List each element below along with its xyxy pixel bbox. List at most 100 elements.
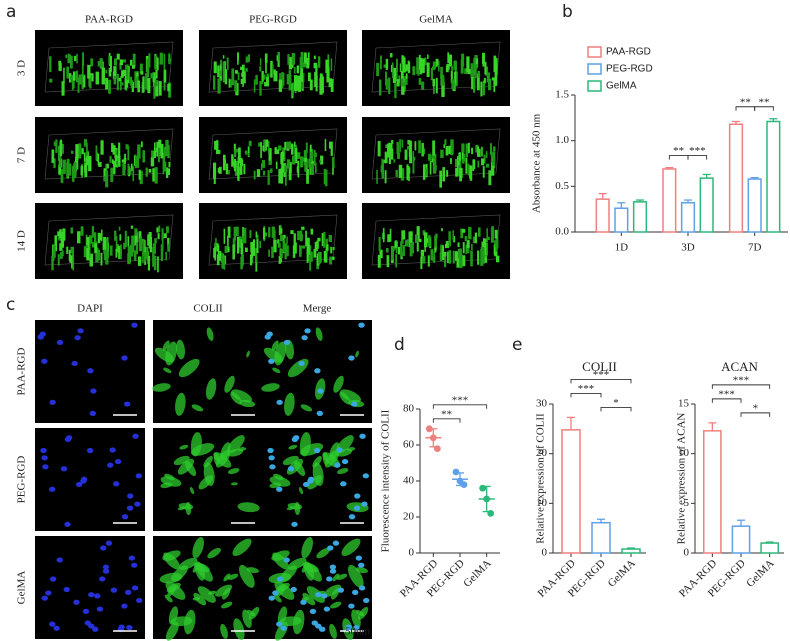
panel-label: d xyxy=(394,335,405,355)
nucleus xyxy=(332,540,340,546)
cell-speck xyxy=(57,145,62,159)
cell-speck xyxy=(167,243,170,252)
collagen-stain xyxy=(191,404,204,412)
significance-label: *** xyxy=(593,369,610,381)
cell-speck xyxy=(391,140,394,144)
x-tick-label: GelMA xyxy=(744,557,776,589)
cell-speck xyxy=(392,62,394,79)
cell-speck xyxy=(319,78,323,95)
cell-speck xyxy=(317,56,321,68)
cell-speck xyxy=(127,245,131,256)
collagen-stain xyxy=(166,582,181,593)
bar xyxy=(680,202,696,233)
cell-speck xyxy=(145,167,148,177)
nucleus xyxy=(359,433,366,439)
cell-speck xyxy=(227,227,231,232)
cell-speck xyxy=(109,155,112,163)
collagen-stain xyxy=(271,340,279,351)
cell-speck xyxy=(482,166,485,178)
cell-speck xyxy=(473,239,476,244)
cell-speck xyxy=(307,52,310,66)
cell-speck xyxy=(443,144,446,149)
cell-speck xyxy=(305,142,308,154)
cell-speck xyxy=(222,70,227,83)
cell-speck xyxy=(429,161,432,175)
cell-speck xyxy=(243,163,246,175)
nucleus xyxy=(100,545,107,551)
cell-speck xyxy=(105,163,107,174)
collagen-stain xyxy=(272,367,281,373)
cell-speck xyxy=(157,256,159,273)
cell-speck xyxy=(286,245,289,257)
collagen-stain xyxy=(302,592,316,606)
nucleus xyxy=(75,481,83,488)
cell-speck xyxy=(467,163,470,176)
cell-speck xyxy=(306,169,309,184)
cell-speck xyxy=(161,228,164,241)
collagen-stain xyxy=(220,442,231,461)
cell-speck xyxy=(217,65,220,78)
cell-speck xyxy=(259,66,262,72)
cell-speck xyxy=(495,242,498,252)
cell-speck xyxy=(216,243,219,252)
cell-speck xyxy=(91,242,95,248)
cell-speck xyxy=(224,245,228,253)
cell-speck xyxy=(59,229,62,239)
cell-speck xyxy=(75,70,78,83)
cell-speck xyxy=(294,242,297,254)
cell-speck xyxy=(148,53,151,68)
cell-speck xyxy=(275,161,278,169)
collagen-stain xyxy=(331,588,340,600)
nucleus xyxy=(49,399,56,405)
cell-speck xyxy=(75,144,79,160)
cell-speck xyxy=(155,147,160,153)
cell-speck xyxy=(301,62,305,68)
cell-speck xyxy=(65,54,68,59)
cell-speck xyxy=(432,79,435,94)
cell-speck xyxy=(425,168,429,176)
cell-speck xyxy=(310,251,313,262)
cell-speck xyxy=(286,159,291,169)
significance-bracket xyxy=(432,418,461,423)
cell-speck xyxy=(430,67,434,81)
collagen-stain xyxy=(231,389,253,403)
legend-swatch xyxy=(587,80,602,92)
y-tick-label: 30 xyxy=(536,398,548,410)
y-axis-label: Fluorescence intensity of COLII xyxy=(380,409,392,552)
cell-speck xyxy=(86,245,89,249)
y-axis-label: Relative expression of COLII xyxy=(535,413,547,544)
cell-speck xyxy=(83,139,87,147)
y-tick-label: 0 xyxy=(684,547,690,559)
collagen-stain xyxy=(177,506,186,511)
cell-speck xyxy=(455,71,458,87)
cell-speck xyxy=(229,79,232,88)
nucleus xyxy=(358,322,365,328)
cell-speck xyxy=(487,78,492,91)
cell-speck xyxy=(235,226,239,237)
nucleus xyxy=(290,586,297,593)
data-point xyxy=(460,481,468,488)
cell-speck xyxy=(76,53,78,64)
cell-speck xyxy=(447,52,450,64)
nucleus xyxy=(300,599,307,605)
cell-speck xyxy=(445,147,448,151)
cell-speck xyxy=(233,161,237,169)
cell-speck xyxy=(491,77,495,81)
cell-speck xyxy=(481,146,483,157)
cell-speck xyxy=(405,73,408,79)
y-tick-label: 1.5 xyxy=(555,89,569,101)
nucleus xyxy=(357,562,365,568)
cell-speck xyxy=(66,162,69,178)
cell-speck xyxy=(306,57,310,69)
nucleus xyxy=(63,586,70,593)
cell-speck xyxy=(78,74,82,85)
cell-speck xyxy=(440,149,444,158)
cell-speck xyxy=(239,157,243,175)
collagen-stain xyxy=(193,592,207,606)
cell-speck xyxy=(267,170,270,185)
cell-speck xyxy=(307,72,311,82)
collagen-stain xyxy=(162,340,170,351)
cell-speck xyxy=(259,241,262,249)
nucleus xyxy=(110,587,118,593)
cell-speck xyxy=(475,58,479,68)
